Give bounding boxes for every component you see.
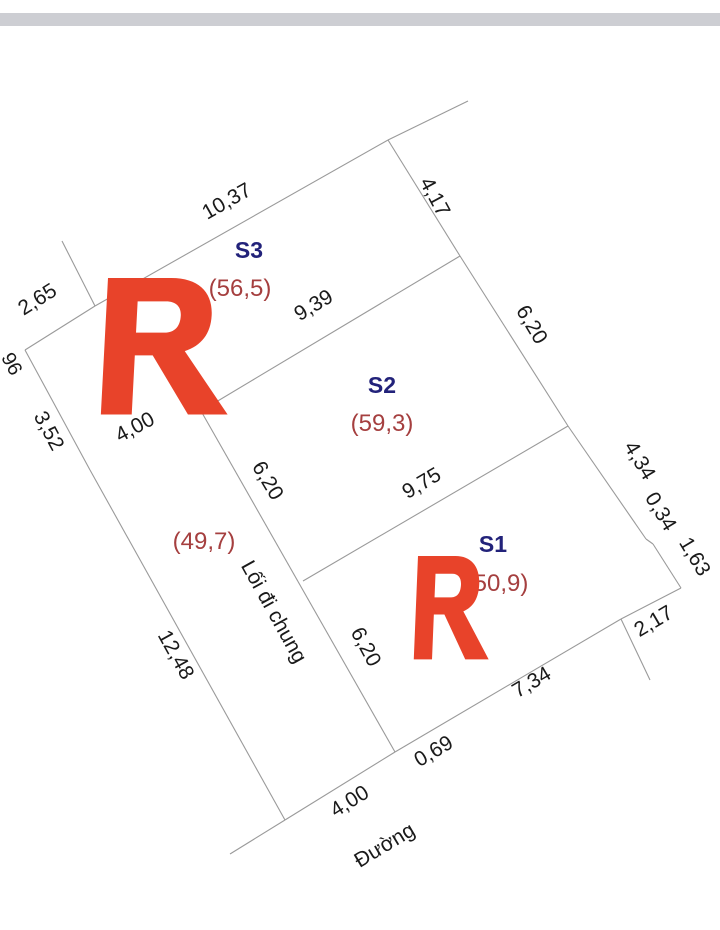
svg-text:7,34: 7,34 <box>508 662 555 703</box>
svg-text:4,00: 4,00 <box>326 781 373 822</box>
svg-text:4,17: 4,17 <box>415 173 455 220</box>
svg-text:10,37: 10,37 <box>198 178 255 224</box>
svg-text:6,20: 6,20 <box>511 301 552 348</box>
svg-text:S3: S3 <box>235 237 263 263</box>
svg-text:(59,3): (59,3) <box>351 410 414 437</box>
svg-text:0,69: 0,69 <box>410 731 457 772</box>
svg-text:1,63: 1,63 <box>674 533 715 580</box>
svg-text:0,34: 0,34 <box>640 488 681 535</box>
svg-text:4,34: 4,34 <box>619 437 660 484</box>
svg-text:9,39: 9,39 <box>290 285 337 326</box>
svg-text:9,75: 9,75 <box>398 463 445 504</box>
svg-text:2,17: 2,17 <box>630 601 677 642</box>
svg-text:(56,5): (56,5) <box>209 275 272 302</box>
svg-text:S1: S1 <box>479 531 507 557</box>
svg-text:12,48: 12,48 <box>153 626 199 683</box>
svg-text:S2: S2 <box>368 372 396 398</box>
svg-text:3,52: 3,52 <box>29 407 69 454</box>
svg-text:Lối đi chung: Lối đi chung <box>236 557 311 667</box>
svg-text:2,65: 2,65 <box>14 279 61 320</box>
svg-text:6,20: 6,20 <box>247 457 288 504</box>
svg-text:Đường: Đường <box>350 818 419 872</box>
svg-text:6,20: 6,20 <box>346 623 386 670</box>
svg-text:(49,7): (49,7) <box>173 528 236 555</box>
svg-text:96: 96 <box>0 349 26 379</box>
